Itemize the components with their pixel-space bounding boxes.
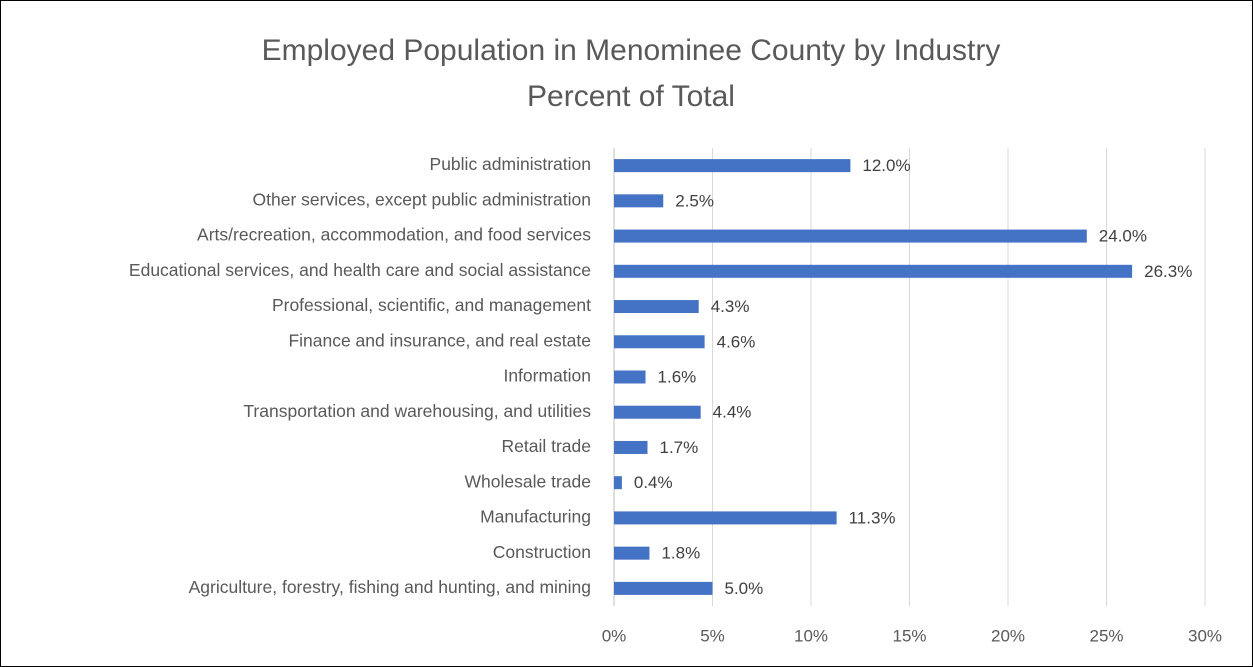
x-tick-label: 20% bbox=[991, 626, 1025, 645]
y-tick-label: Professional, scientific, and management bbox=[272, 295, 591, 315]
bar bbox=[614, 476, 622, 490]
y-tick-label: Arts/recreation, accommodation, and food… bbox=[197, 225, 591, 245]
x-tick-label: 25% bbox=[1089, 626, 1123, 645]
data-label: 0.4% bbox=[634, 473, 673, 492]
y-tick-label: Information bbox=[503, 366, 591, 386]
x-tick-label: 5% bbox=[700, 626, 725, 645]
bar bbox=[614, 229, 1087, 243]
y-tick-label: Retail trade bbox=[502, 436, 592, 456]
y-tick-label: Other services, except public administra… bbox=[253, 189, 591, 209]
bar bbox=[614, 300, 699, 314]
bar bbox=[614, 546, 650, 560]
data-label: 1.7% bbox=[659, 438, 698, 457]
data-label: 26.3% bbox=[1144, 262, 1192, 281]
y-tick-label: Public administration bbox=[430, 154, 591, 174]
data-label: 4.4% bbox=[713, 403, 752, 422]
data-label: 4.3% bbox=[711, 297, 750, 316]
y-tick-label: Agriculture, forestry, fishing and hunti… bbox=[189, 577, 591, 597]
data-label: 12.0% bbox=[862, 156, 910, 175]
bar bbox=[614, 264, 1133, 278]
data-label: 11.3% bbox=[849, 508, 896, 527]
bar bbox=[614, 440, 648, 454]
data-label: 24.0% bbox=[1099, 227, 1147, 246]
chart-title: Employed Population in Menominee County … bbox=[262, 34, 1001, 67]
data-label: 2.5% bbox=[675, 191, 714, 210]
y-tick-label: Transportation and warehousing, and util… bbox=[243, 401, 591, 421]
y-tick-label: Construction bbox=[493, 542, 591, 562]
y-tick-label: Educational services, and health care an… bbox=[129, 260, 591, 280]
data-label: 4.6% bbox=[717, 332, 756, 351]
bar bbox=[614, 370, 646, 384]
chart-subtitle: Percent of Total bbox=[527, 80, 735, 113]
data-label: 1.8% bbox=[661, 544, 700, 563]
y-tick-label: Manufacturing bbox=[480, 507, 591, 527]
x-tick-label: 30% bbox=[1188, 626, 1222, 645]
data-label: 1.6% bbox=[658, 367, 697, 386]
x-tick-label: 0% bbox=[602, 626, 627, 645]
bar bbox=[614, 335, 705, 349]
y-tick-label: Wholesale trade bbox=[465, 471, 591, 491]
bar bbox=[614, 581, 713, 595]
bar bbox=[614, 511, 837, 525]
bar bbox=[614, 405, 701, 419]
data-label: 5.0% bbox=[725, 579, 764, 598]
bar bbox=[614, 194, 664, 208]
bar bbox=[614, 159, 851, 173]
x-tick-label: 10% bbox=[794, 626, 828, 645]
y-tick-label: Finance and insurance, and real estate bbox=[288, 330, 591, 350]
x-tick-label: 15% bbox=[892, 626, 926, 645]
